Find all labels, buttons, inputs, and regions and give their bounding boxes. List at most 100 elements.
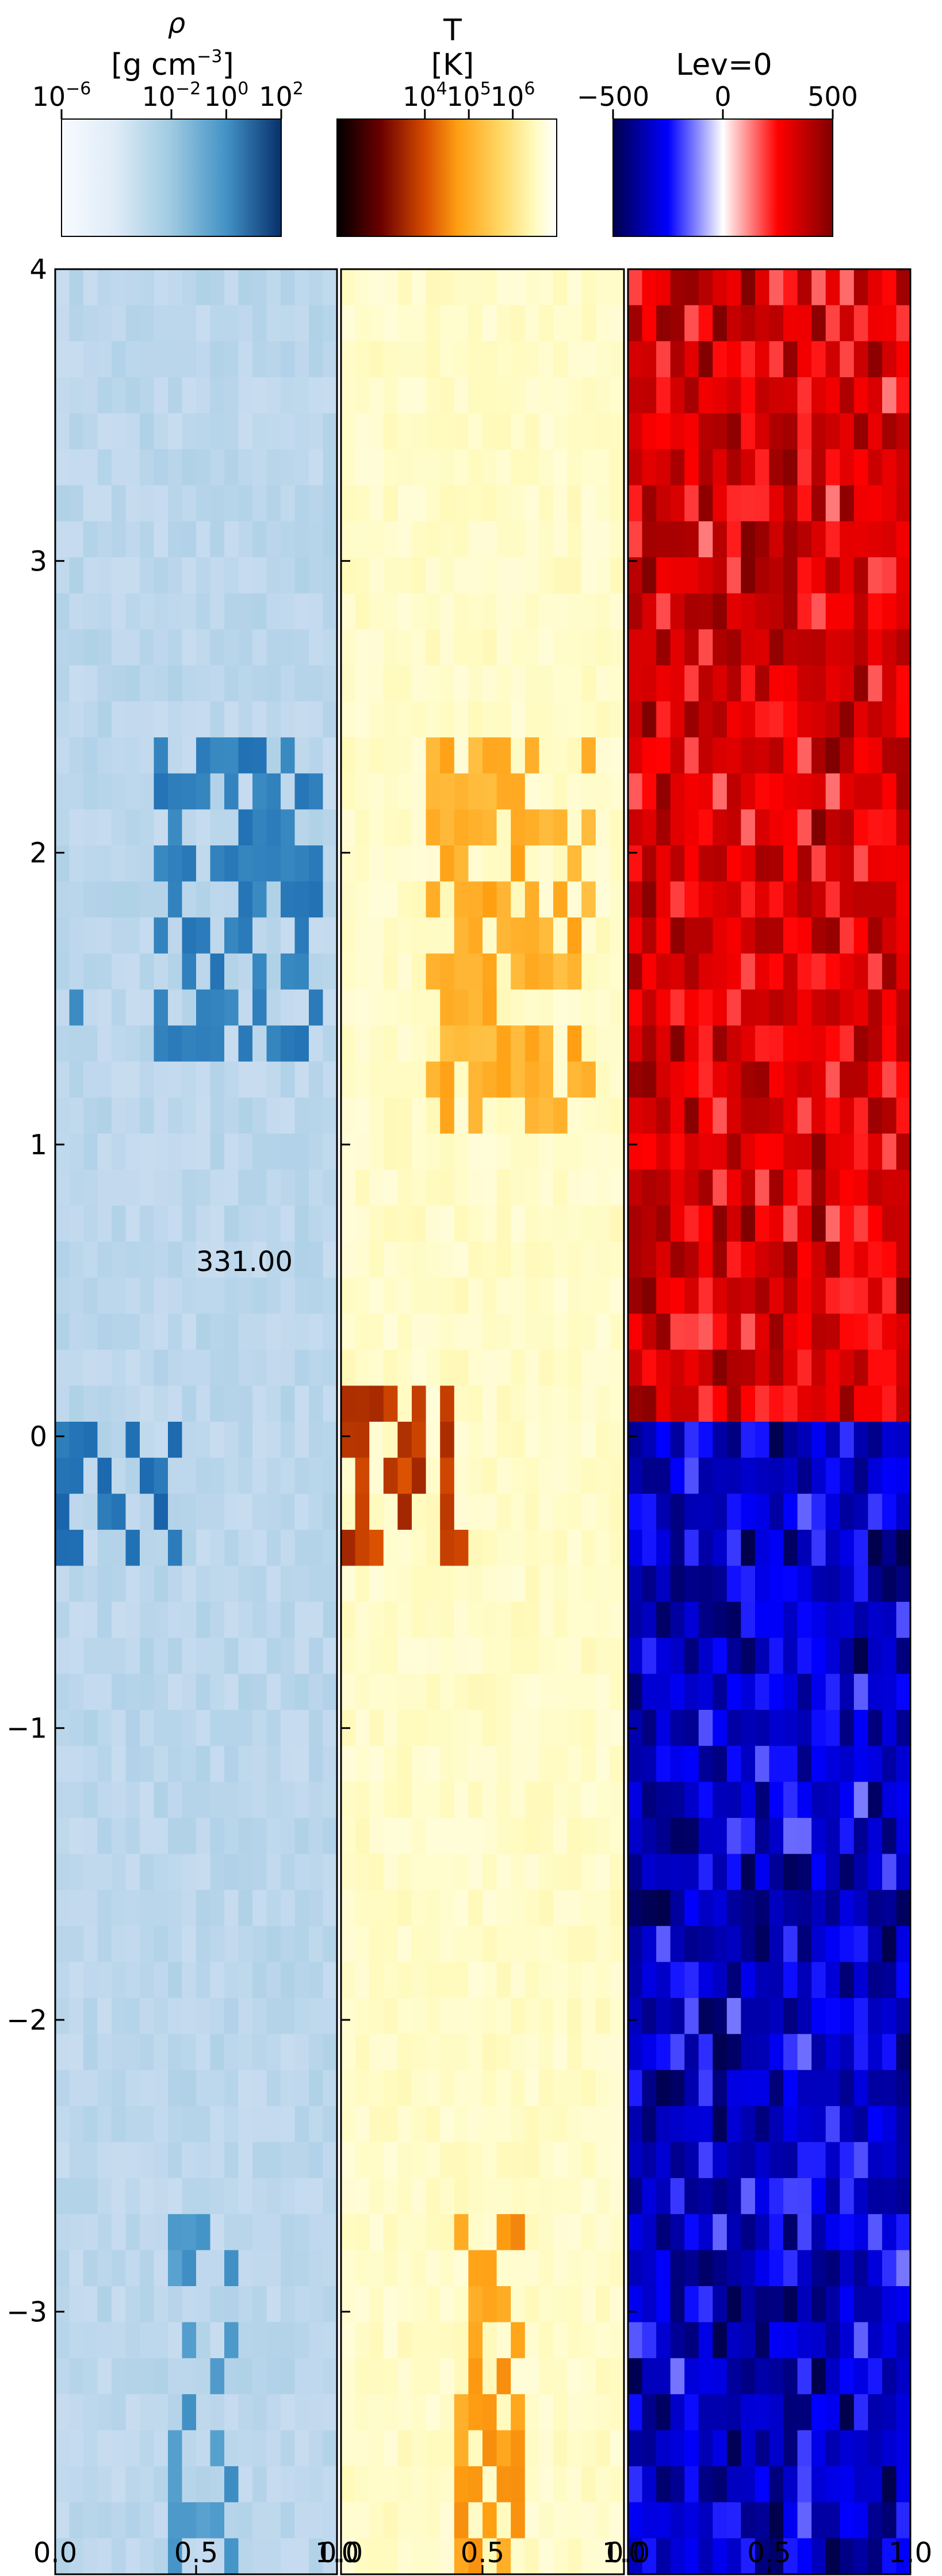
heatmap-cell xyxy=(896,2178,911,2215)
heatmap-cell xyxy=(383,1637,398,1674)
heatmap-cell xyxy=(383,521,398,558)
colorbar-tick-label: 102 xyxy=(259,79,304,112)
heatmap-cell xyxy=(840,2322,855,2359)
heatmap-cell xyxy=(628,2178,643,2215)
heatmap-cell xyxy=(713,629,727,666)
heatmap-cell xyxy=(154,2214,169,2250)
heatmap-cell xyxy=(440,2250,455,2287)
heatmap-cell xyxy=(196,1025,211,1062)
heatmap-cell xyxy=(553,1314,568,1350)
heatmap-cell xyxy=(628,1962,643,1999)
heatmap-cell xyxy=(811,2322,826,2359)
x-tick-label: 1.0 xyxy=(889,2537,932,2569)
heatmap-cell xyxy=(83,2430,98,2467)
heatmap-cell xyxy=(868,1962,883,1999)
heatmap-cell xyxy=(168,1205,183,1242)
heatmap-cell xyxy=(281,1277,296,1314)
heatmap-cell xyxy=(323,2538,338,2575)
heatmap-cell xyxy=(713,1602,727,1639)
heatmap-cell xyxy=(755,1674,770,1710)
heatmap-cell xyxy=(83,2466,98,2503)
heatmap-cell xyxy=(610,1097,625,1134)
heatmap-cell xyxy=(196,2034,211,2070)
heatmap-cell xyxy=(196,809,211,846)
heatmap-cell xyxy=(341,593,356,630)
heatmap-cell xyxy=(726,413,741,450)
heatmap-cell xyxy=(713,1314,727,1350)
heatmap-cell xyxy=(825,305,840,342)
heatmap-cell xyxy=(670,413,685,450)
heatmap-cell xyxy=(55,341,70,378)
heatmap-cell xyxy=(112,1134,127,1170)
heatmap-cell xyxy=(656,413,671,450)
heatmap-cell xyxy=(769,449,784,486)
heatmap-cell xyxy=(896,1998,911,2035)
heatmap-cell xyxy=(97,557,112,594)
heatmap-cell xyxy=(567,1817,582,1855)
heatmap-cell xyxy=(196,2502,211,2539)
heatmap-cell xyxy=(238,1782,253,1819)
heatmap-cell xyxy=(224,1385,239,1422)
heatmap-cell xyxy=(266,1710,281,1747)
heatmap-cell xyxy=(741,377,756,414)
heatmap-cell xyxy=(341,341,356,378)
heatmap-cell xyxy=(355,2502,370,2539)
heatmap-cell xyxy=(511,953,526,990)
heatmap-cell xyxy=(670,557,685,594)
heatmap-cell xyxy=(454,1998,469,2035)
heatmap-cell xyxy=(797,665,812,702)
heatmap-cell xyxy=(281,2142,296,2179)
heatmap-cell xyxy=(83,413,98,450)
heatmap-cell xyxy=(55,2286,70,2323)
heatmap-cell xyxy=(539,341,554,378)
heatmap-cell xyxy=(97,1998,112,2035)
heatmap-cell xyxy=(882,2466,897,2503)
heatmap-cell xyxy=(882,521,897,558)
heatmap-cell xyxy=(797,737,812,774)
heatmap-cell xyxy=(882,2502,897,2539)
heatmap-cell xyxy=(112,269,127,306)
heatmap-cell xyxy=(511,1025,526,1062)
heatmap-cell xyxy=(868,1710,883,1747)
heatmap-cell xyxy=(83,377,98,414)
heatmap-cell xyxy=(825,1097,840,1134)
heatmap-cell xyxy=(210,341,225,378)
heatmap-cell xyxy=(868,1817,883,1855)
heatmap-cell xyxy=(125,1061,140,1098)
heatmap-cell xyxy=(210,2250,225,2287)
heatmap-cell xyxy=(741,701,756,738)
heatmap-cell xyxy=(769,1169,784,1206)
heatmap-cell xyxy=(341,1782,356,1819)
heatmap-cell xyxy=(252,773,267,810)
heatmap-cell xyxy=(112,1205,127,1242)
heatmap-cell xyxy=(55,269,70,306)
heatmap-cell xyxy=(224,1782,239,1819)
heatmap-cell xyxy=(454,413,469,450)
heatmap-cell xyxy=(524,701,539,738)
heatmap-cell xyxy=(341,1277,356,1314)
heatmap-cell xyxy=(323,2214,338,2250)
heatmap-cell xyxy=(567,845,582,882)
heatmap-cell xyxy=(825,953,840,990)
heatmap-cell xyxy=(797,1097,812,1134)
heatmap-cell xyxy=(769,845,784,882)
heatmap-cell xyxy=(553,2070,568,2107)
heatmap-cell xyxy=(726,521,741,558)
heatmap-cell xyxy=(196,2430,211,2467)
heatmap-cell xyxy=(797,449,812,486)
heatmap-cell xyxy=(196,1565,211,1602)
heatmap-cell xyxy=(168,1782,183,1819)
heatmap-cell xyxy=(524,1926,539,1962)
heatmap-cell xyxy=(341,2250,356,2287)
heatmap-cell xyxy=(853,989,868,1026)
heatmap-cell xyxy=(168,1494,183,1530)
heatmap-cell xyxy=(713,1241,727,1279)
heatmap-cell xyxy=(882,1746,897,1782)
heatmap-cell xyxy=(266,341,281,378)
heatmap-cell xyxy=(581,989,596,1026)
heatmap-cell xyxy=(670,449,685,486)
heatmap-cell xyxy=(868,2286,883,2323)
heatmap-cell xyxy=(524,953,539,990)
heatmap-cell xyxy=(454,1134,469,1170)
